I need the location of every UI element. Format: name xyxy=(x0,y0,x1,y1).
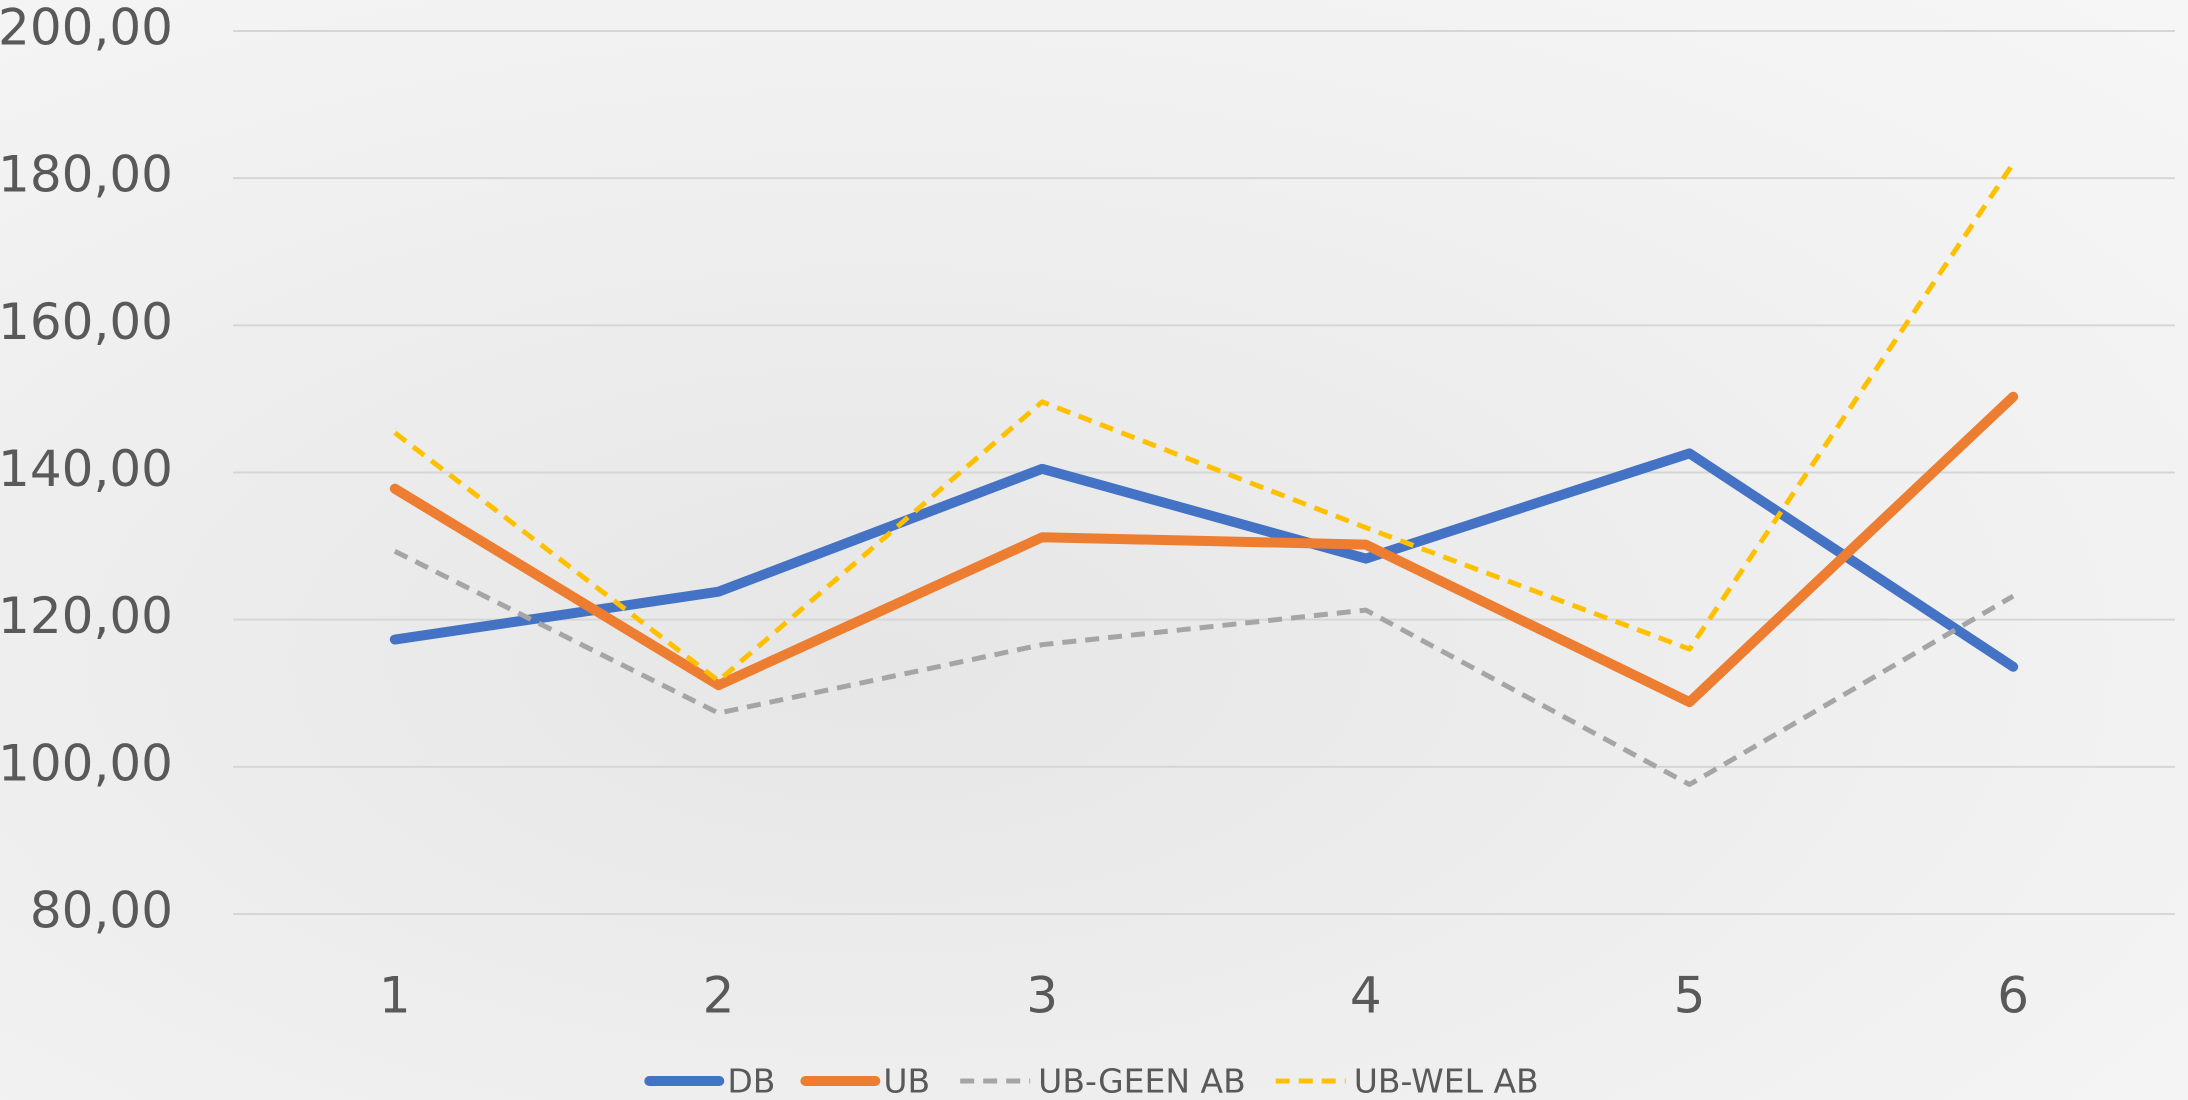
legend-label: UB xyxy=(883,1062,930,1100)
y-tick-label: 80,00 xyxy=(30,882,173,940)
y-tick-label: 200,00 xyxy=(0,0,173,57)
legend-label: UB-GEEN AB xyxy=(1038,1062,1246,1100)
page: 80,00 100,00 120,00 140,00 160,00 180,00 200,0… xyxy=(0,0,2188,1100)
x-tick-label: 3 xyxy=(1026,967,1058,1025)
series-line xyxy=(395,397,2013,702)
y-tick-label: 160,00 xyxy=(0,293,173,351)
y-tick-label: 120,00 xyxy=(0,587,173,645)
x-tick-label: 5 xyxy=(1674,967,1706,1025)
x-tick-label: 2 xyxy=(703,967,735,1025)
y-tick-label: 140,00 xyxy=(0,440,173,498)
series-line xyxy=(395,551,2013,784)
y-tick-label: 180,00 xyxy=(0,146,173,204)
x-tick-label: 4 xyxy=(1350,967,1382,1025)
legend-label: DB xyxy=(727,1062,775,1100)
x-tick-label: 6 xyxy=(1997,967,2029,1025)
chart: 80,00 100,00 120,00 140,00 160,00 180,00 200,0… xyxy=(0,0,2188,1100)
x-tick-label: 1 xyxy=(379,967,411,1025)
legend-label: UB-WEL AB xyxy=(1354,1062,1539,1100)
y-tick-label: 100,00 xyxy=(0,734,173,792)
